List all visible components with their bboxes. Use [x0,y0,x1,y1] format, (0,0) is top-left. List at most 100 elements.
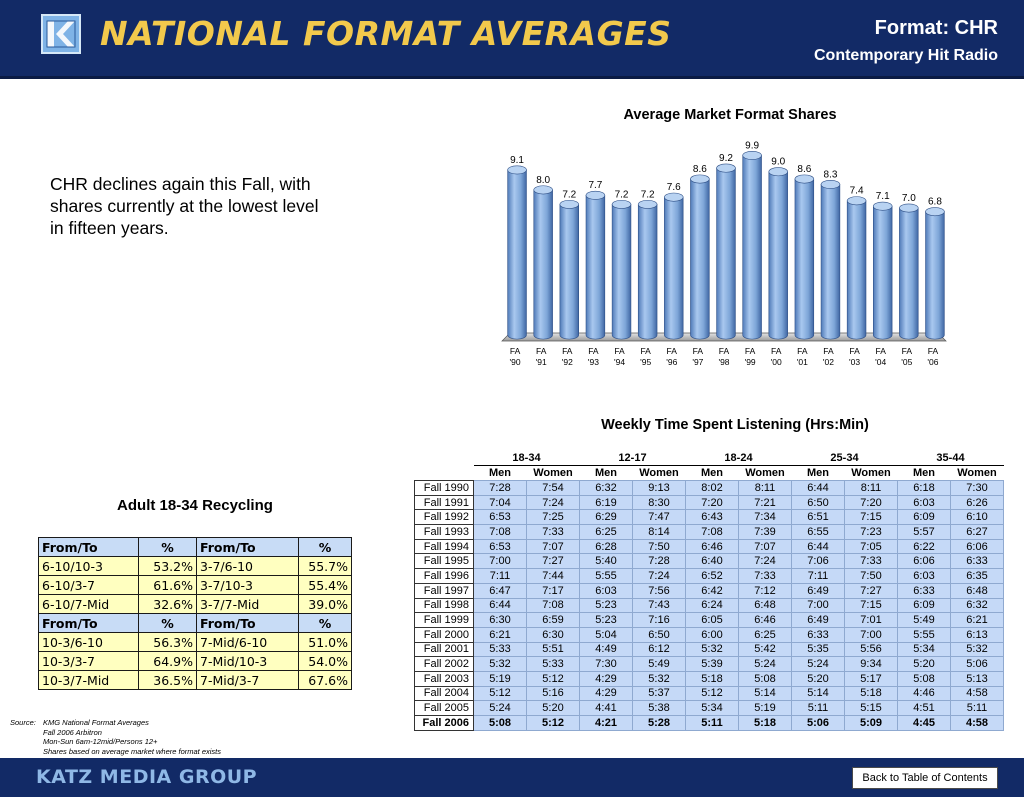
wtsl-cell: 5:33 [526,656,580,672]
chart-data-label: 7.2 [562,189,576,200]
back-to-contents-button[interactable]: Back to Table of Contents [852,767,998,789]
wtsl-cell: 6:19 [579,494,633,511]
recycling-cell: 39.0% [298,594,352,614]
wtsl-cell: 5:55 [579,568,633,584]
wtsl-cell: 6:53 [473,538,527,555]
wtsl-cell: 5:34 [897,641,951,658]
wtsl-row-label: Fall 1997 [414,582,474,599]
wtsl-cell: 6:50 [632,626,686,643]
wtsl-cell: 6:59 [526,612,580,628]
chart-tick-label: FA [823,346,834,356]
chart-bar [611,199,632,340]
wtsl-cell: 7:07 [738,538,792,555]
wtsl-row-label: Fall 2006 [414,715,474,731]
wtsl-cell: 6:32 [950,597,1004,614]
wtsl-cell: 7:15 [844,597,898,614]
chart-data-label: 6.8 [928,197,942,208]
wtsl-cell: 6:09 [897,509,951,526]
wtsl-group-header: 18-24 [685,451,792,466]
chart-data-label: 8.6 [797,164,811,175]
chart-tick-label: FA [536,346,547,356]
wtsl-group-header: 12-17 [579,451,686,466]
chart-tick-label: '99 [745,357,756,367]
wtsl-cell: 5:18 [685,670,739,687]
wtsl-subheader: Women [851,467,891,479]
wtsl-row: Fall 1997 6:47 7:17 6:03 7:56 6:42 7:12 6:49 7:2… [414,582,1004,599]
wtsl-cell: 6:48 [738,597,792,614]
wtsl-cell: 7:54 [526,480,580,496]
wtsl-cell: 5:57 [897,524,951,540]
wtsl-row: Fall 2003 5:19 5:12 4:29 5:32 5:18 5:08 5:20 5:1… [414,670,1004,687]
wtsl-cell: 8:14 [632,524,686,540]
source-note: Source: KMG National Format Averages Fall… [10,718,221,756]
chart-data-label: 8.0 [536,175,550,186]
wtsl-cell: 5:42 [738,641,792,658]
source-line: KMG National Format Averages [43,718,149,727]
recycling-cell: 53.2% [138,556,197,576]
wtsl-cell: 7:28 [632,553,686,570]
recycling-cell: 10-3/6-10 [38,632,139,652]
recycling-header-row: From/To% From/To% [38,613,352,633]
chart-bar [742,150,762,340]
recycling-header-cell: From/To [196,537,299,557]
wtsl-row-label: Fall 1996 [414,568,474,584]
chart-tick-label: '96 [666,357,677,367]
chart-tick-label: '04 [875,357,886,367]
page-title: NATIONAL FORMAT AVERAGES [100,14,672,53]
wtsl-cell: 6:25 [738,626,792,643]
katz-k-logo-icon [41,14,81,54]
chart-data-label: 7.2 [615,189,629,200]
wtsl-cell: 7:24 [632,568,686,584]
chart-tick-label: '01 [797,357,808,367]
chart-data-label: 9.9 [745,140,759,151]
wtsl-cell: 5:15 [844,700,898,716]
wtsl-cell: 5:13 [950,670,1004,687]
wtsl-cell: 7:24 [526,494,580,511]
chart-bar [507,165,527,340]
wtsl-cell: 6:48 [950,582,1004,599]
wtsl-cell: 7:08 [473,524,527,540]
wtsl-row-label: Fall 1993 [414,524,474,540]
wtsl-cell: 7:11 [473,568,527,584]
wtsl-cell: 5:08 [473,715,527,731]
wtsl-cell: 5:20 [897,656,951,672]
wtsl-cell: 7:01 [844,612,898,628]
wtsl-cell: 5:20 [526,700,580,716]
chart-bar [716,163,736,340]
wtsl-cell: 5:55 [897,626,951,643]
wtsl-cell: 5:56 [844,641,898,658]
chart-bar [533,185,553,340]
chart-title: Average Market Format Shares [623,107,837,123]
wtsl-cell: 5:12 [526,715,580,731]
wtsl-group-header: 25-34 [791,451,898,466]
wtsl-cell: 6:50 [791,494,845,511]
wtsl-cell: 5:12 [526,670,580,687]
chart-bar [768,167,788,340]
wtsl-cell: 5:38 [632,700,686,716]
recycling-cell: 3-7/6-10 [196,556,299,576]
wtsl-cell: 7:08 [526,597,580,614]
format-subtitle: Contemporary Hit Radio [813,47,998,64]
wtsl-cell: 5:06 [950,656,1004,672]
wtsl-cell: 6:43 [685,509,739,526]
chart-tick-label: FA [876,346,887,356]
wtsl-cell: 5:32 [473,656,527,672]
wtsl-cell: 7:33 [526,524,580,540]
wtsl-group-header-row: 18-34 12-17 18-24 25-34 35-44 [415,451,1004,466]
chart-tick-label: FA [510,346,521,356]
wtsl-cell: 6:33 [950,553,1004,570]
wtsl-row-label: Fall 2005 [414,700,474,716]
commentary-text: CHR declines again this Fall, with share… [50,174,319,238]
chart-bar [585,190,606,340]
wtsl-cell: 7:04 [473,494,527,511]
chart-data-label: 9.1 [510,155,524,166]
recycling-header-cell: From/To [38,537,139,557]
recycling-row: 6-10/10-3 53.2% 3-7/6-10 55.7% [38,556,352,576]
wtsl-row-label: Fall 2001 [414,641,474,658]
wtsl-cell: 6:03 [579,582,633,599]
wtsl-cell: 5:18 [844,685,898,702]
wtsl-cell: 6:44 [791,480,845,496]
chart-tick-label: '95 [640,357,651,367]
chart-tick-label: FA [849,346,860,356]
wtsl-row-label: Fall 2004 [414,685,474,702]
